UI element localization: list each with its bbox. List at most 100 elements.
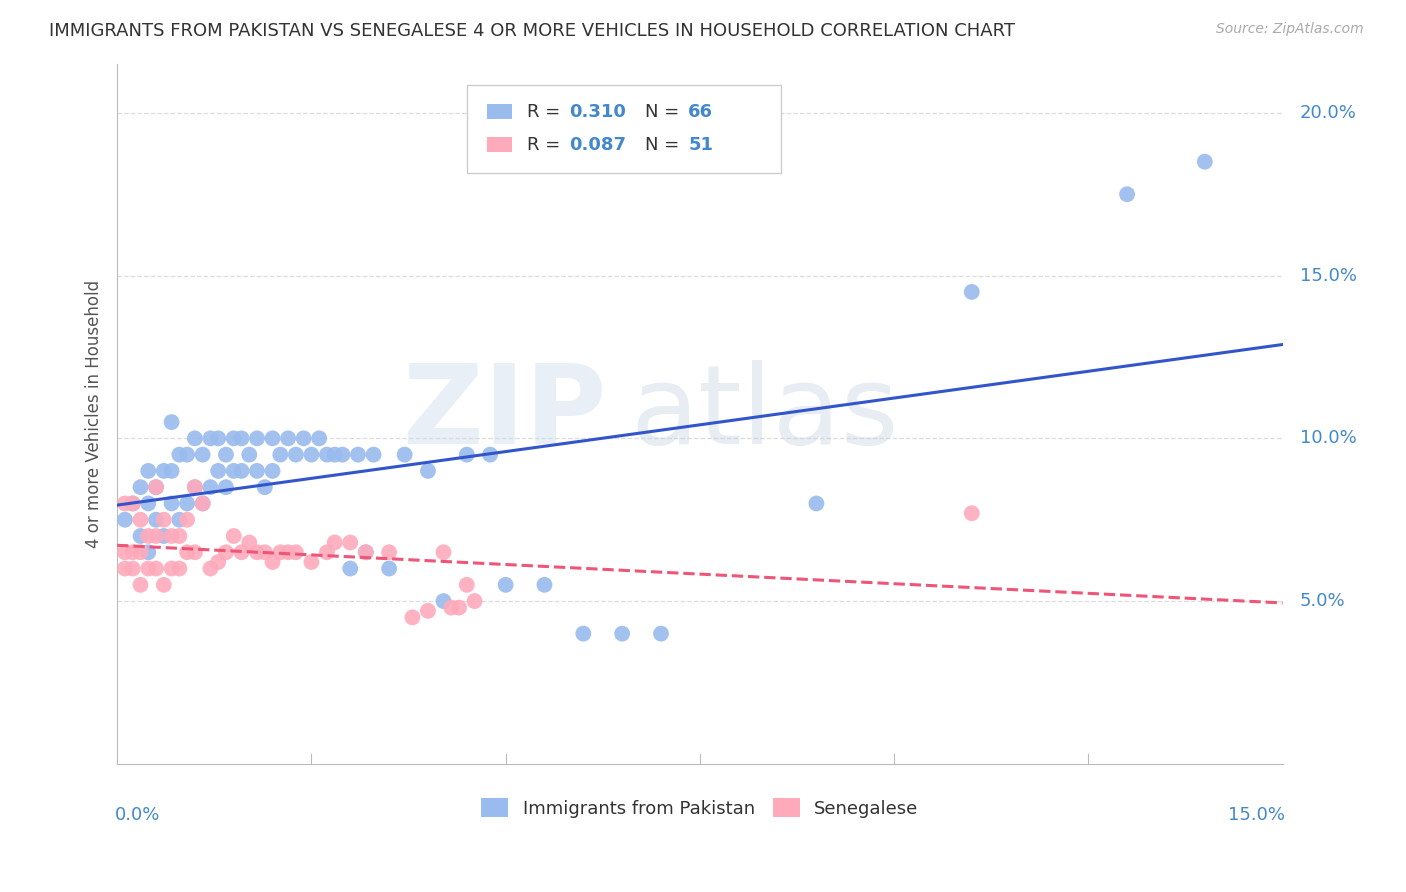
- Point: [308, 431, 330, 445]
- Point: [215, 545, 238, 559]
- Point: [160, 496, 183, 510]
- FancyBboxPatch shape: [486, 136, 512, 153]
- Point: [246, 431, 269, 445]
- Point: [432, 594, 454, 608]
- Legend: Immigrants from Pakistan, Senegalese: Immigrants from Pakistan, Senegalese: [474, 791, 925, 825]
- Point: [169, 529, 191, 543]
- Point: [136, 545, 159, 559]
- Point: [136, 561, 159, 575]
- Point: [200, 480, 222, 494]
- Point: [153, 513, 176, 527]
- Point: [191, 496, 214, 510]
- Point: [262, 464, 284, 478]
- Point: [269, 448, 291, 462]
- Point: [231, 545, 253, 559]
- Point: [184, 431, 207, 445]
- Point: [432, 545, 454, 559]
- Point: [191, 496, 214, 510]
- Point: [479, 448, 502, 462]
- Point: [114, 545, 136, 559]
- FancyBboxPatch shape: [486, 104, 512, 120]
- Point: [246, 545, 269, 559]
- Point: [160, 415, 183, 429]
- Point: [284, 448, 307, 462]
- Point: [269, 545, 291, 559]
- Point: [238, 535, 260, 549]
- Point: [145, 513, 167, 527]
- Text: IMMIGRANTS FROM PAKISTAN VS SENEGALESE 4 OR MORE VEHICLES IN HOUSEHOLD CORRELATI: IMMIGRANTS FROM PAKISTAN VS SENEGALESE 4…: [49, 22, 1015, 40]
- Point: [347, 448, 370, 462]
- Point: [153, 529, 176, 543]
- Point: [207, 464, 229, 478]
- Text: atlas: atlas: [630, 360, 898, 467]
- Point: [184, 545, 207, 559]
- Point: [215, 480, 238, 494]
- Point: [572, 626, 595, 640]
- Text: Source: ZipAtlas.com: Source: ZipAtlas.com: [1216, 22, 1364, 37]
- Point: [1194, 154, 1216, 169]
- Text: ZIP: ZIP: [404, 360, 606, 467]
- Point: [145, 561, 167, 575]
- Point: [160, 529, 183, 543]
- FancyBboxPatch shape: [467, 85, 782, 172]
- Point: [160, 464, 183, 478]
- Point: [129, 480, 152, 494]
- Text: N =: N =: [645, 103, 685, 120]
- Point: [114, 496, 136, 510]
- Point: [145, 480, 167, 494]
- Text: 0.310: 0.310: [569, 103, 626, 120]
- Point: [136, 464, 159, 478]
- Point: [169, 448, 191, 462]
- Point: [401, 610, 423, 624]
- Point: [145, 529, 167, 543]
- Point: [323, 535, 346, 549]
- Point: [176, 513, 198, 527]
- Point: [145, 480, 167, 494]
- Point: [292, 431, 315, 445]
- Point: [121, 545, 143, 559]
- Point: [231, 464, 253, 478]
- Point: [246, 464, 269, 478]
- Point: [960, 506, 983, 520]
- Point: [339, 535, 361, 549]
- Point: [129, 578, 152, 592]
- Point: [440, 600, 463, 615]
- Point: [136, 529, 159, 543]
- Point: [806, 496, 828, 510]
- Text: R =: R =: [527, 103, 567, 120]
- Point: [176, 448, 198, 462]
- Point: [114, 513, 136, 527]
- Point: [354, 545, 377, 559]
- Point: [129, 545, 152, 559]
- Text: 0.0%: 0.0%: [115, 805, 160, 824]
- Point: [447, 600, 470, 615]
- Point: [160, 561, 183, 575]
- Point: [169, 513, 191, 527]
- Point: [238, 448, 260, 462]
- Point: [316, 448, 339, 462]
- Point: [191, 448, 214, 462]
- Point: [284, 545, 307, 559]
- Point: [416, 604, 439, 618]
- Point: [121, 496, 143, 510]
- Point: [253, 480, 276, 494]
- Point: [231, 431, 253, 445]
- Point: [456, 578, 478, 592]
- Point: [207, 555, 229, 569]
- Point: [456, 448, 478, 462]
- Point: [262, 555, 284, 569]
- Point: [262, 431, 284, 445]
- Point: [299, 555, 322, 569]
- Point: [129, 513, 152, 527]
- Point: [323, 448, 346, 462]
- Point: [533, 578, 555, 592]
- Point: [650, 626, 672, 640]
- Point: [153, 578, 176, 592]
- Point: [200, 561, 222, 575]
- Text: 15.0%: 15.0%: [1227, 805, 1285, 824]
- Text: 5.0%: 5.0%: [1301, 592, 1346, 610]
- Point: [215, 448, 238, 462]
- Point: [394, 448, 416, 462]
- Point: [253, 545, 276, 559]
- Point: [222, 464, 245, 478]
